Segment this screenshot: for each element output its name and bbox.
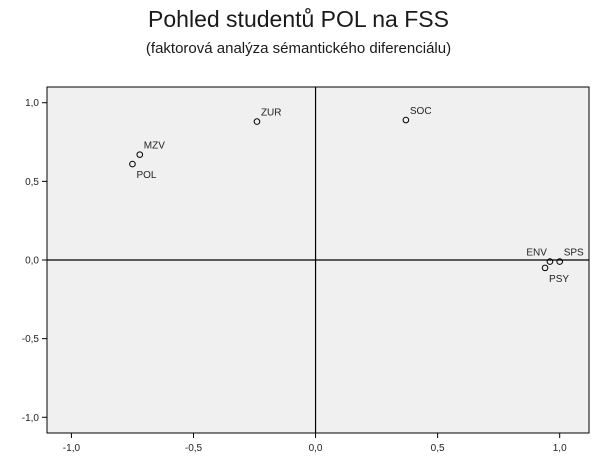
data-point-pol — [129, 160, 136, 168]
data-point-mzv — [136, 151, 144, 158]
x-tick-label: 0,0 — [309, 443, 323, 454]
x-tick-label: 1,0 — [553, 443, 567, 454]
data-point-psy — [541, 264, 549, 272]
point-label-zur: ZUR — [261, 108, 282, 119]
data-point-sps — [556, 258, 564, 265]
y-tick-label: -0,5 — [22, 334, 40, 345]
y-tick-label: 0,5 — [25, 177, 39, 188]
chart-subtitle: (faktorová analýza sémantického diferenc… — [145, 40, 452, 57]
data-point-env — [546, 258, 554, 265]
data-point-zur — [253, 118, 261, 125]
point-label-env: ENV — [526, 248, 547, 259]
y-tick-label: 0,0 — [25, 256, 39, 267]
x-tick-label: -0,5 — [185, 443, 203, 454]
y-tick-label: -1,0 — [22, 413, 40, 424]
point-label-psy: PSY — [549, 274, 569, 285]
data-point-soc — [402, 116, 410, 124]
x-tick-label: 0,5 — [431, 443, 445, 454]
x-tick-label: -1,0 — [63, 443, 81, 454]
point-label-mzv: MZV — [144, 141, 165, 152]
y-tick-label: 1,0 — [25, 98, 39, 109]
point-label-pol: POL — [136, 170, 156, 181]
point-label-sps: SPS — [564, 248, 584, 259]
point-label-soc: SOC — [410, 106, 432, 117]
chart-title: Pohled studentů POL na FSS — [148, 6, 449, 32]
